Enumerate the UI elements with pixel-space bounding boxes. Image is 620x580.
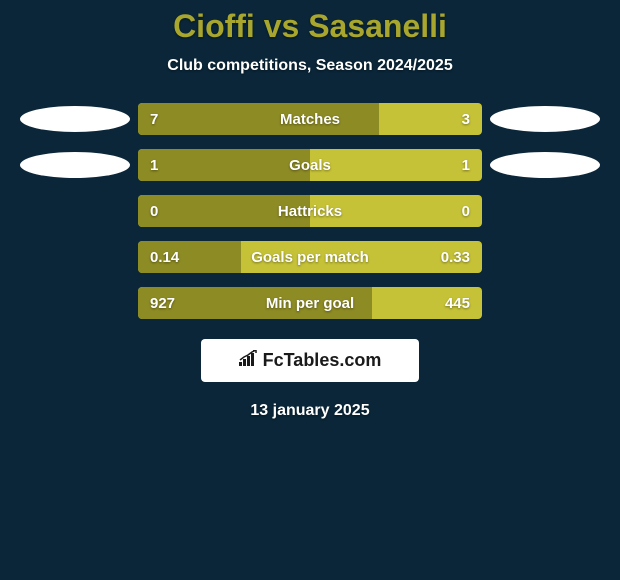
date-label: 13 january 2025: [0, 402, 620, 420]
stat-value-right: 1: [462, 157, 470, 174]
chart-icon: [239, 350, 259, 371]
player-left-ellipse: [20, 106, 130, 132]
player-right-ellipse: [490, 152, 600, 178]
stat-label: Goals per match: [251, 249, 369, 266]
stat-bar: 7 3 Matches: [138, 103, 482, 135]
player-right-ellipse: [490, 106, 600, 132]
stat-value-right: 445: [445, 295, 470, 312]
stat-value-left: 7: [150, 111, 158, 128]
stat-value-right: 3: [462, 111, 470, 128]
stat-bar-left: [138, 149, 310, 181]
stat-row: 0 0 Hattricks: [0, 195, 620, 227]
stat-row: 927 445 Min per goal: [0, 287, 620, 319]
stat-bar: 927 445 Min per goal: [138, 287, 482, 319]
stat-row: 0.14 0.33 Goals per match: [0, 241, 620, 273]
stat-row: 7 3 Matches: [0, 103, 620, 135]
stat-value-left: 1: [150, 157, 158, 174]
player-left-ellipse: [20, 152, 130, 178]
stat-value-left: 0.14: [150, 249, 179, 266]
stat-label: Min per goal: [266, 295, 354, 312]
stat-value-right: 0.33: [441, 249, 470, 266]
stat-value-left: 927: [150, 295, 175, 312]
stat-value-left: 0: [150, 203, 158, 220]
logo-text: FcTables.com: [239, 350, 382, 371]
page-title: Cioffi vs Sasanelli: [0, 8, 620, 45]
stat-label: Hattricks: [278, 203, 342, 220]
stat-label: Matches: [280, 111, 340, 128]
stat-bar: 0 0 Hattricks: [138, 195, 482, 227]
comparison-container: Cioffi vs Sasanelli Club competitions, S…: [0, 0, 620, 580]
stats-area: 7 3 Matches 1 1 Goals 0 0 Hattricks 0.14 0.33 Goals…: [0, 103, 620, 319]
stat-bar: 1 1 Goals: [138, 149, 482, 181]
stat-bar: 0.14 0.33 Goals per match: [138, 241, 482, 273]
stat-bar-left: [138, 103, 379, 135]
logo-box[interactable]: FcTables.com: [201, 339, 419, 382]
logo-label: FcTables.com: [263, 350, 382, 371]
stat-value-right: 0: [462, 203, 470, 220]
stat-row: 1 1 Goals: [0, 149, 620, 181]
subtitle: Club competitions, Season 2024/2025: [0, 57, 620, 75]
stat-label: Goals: [289, 157, 331, 174]
